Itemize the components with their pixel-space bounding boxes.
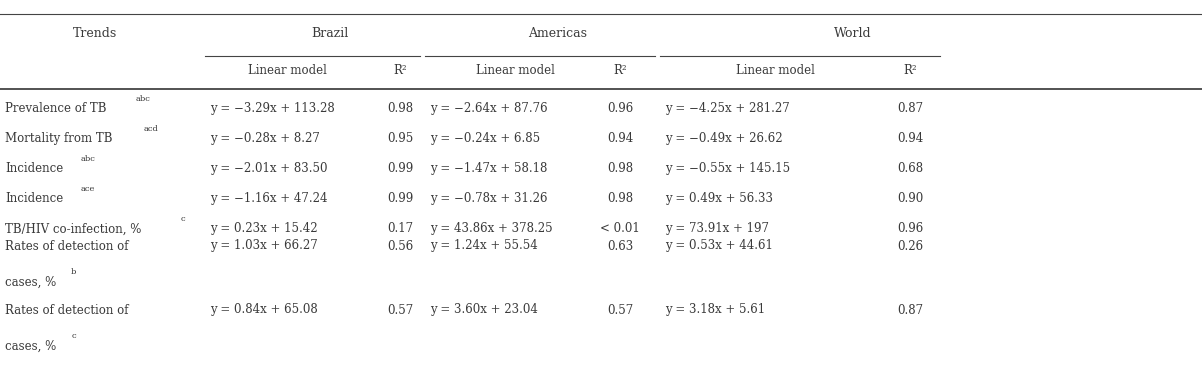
Text: 0.26: 0.26 <box>897 239 923 252</box>
Text: 0.98: 0.98 <box>607 193 633 205</box>
Text: Brazil: Brazil <box>311 27 349 41</box>
Text: Mortality from TB: Mortality from TB <box>5 132 113 146</box>
Text: y = 0.84x + 65.08: y = 0.84x + 65.08 <box>210 303 317 317</box>
Text: y = −1.47x + 58.18: y = −1.47x + 58.18 <box>430 163 547 176</box>
Text: 0.98: 0.98 <box>387 103 413 115</box>
Text: cases, %: cases, % <box>5 340 56 352</box>
Text: < 0.01: < 0.01 <box>600 222 639 235</box>
Text: 0.94: 0.94 <box>897 132 923 146</box>
Text: y = 73.91x + 197: y = 73.91x + 197 <box>665 222 769 235</box>
Text: acd: acd <box>144 125 159 133</box>
Text: y = 1.24x + 55.54: y = 1.24x + 55.54 <box>430 239 537 252</box>
Text: abc: abc <box>136 95 150 103</box>
Text: y = −0.28x + 8.27: y = −0.28x + 8.27 <box>210 132 320 146</box>
Text: Trends: Trends <box>73 27 117 41</box>
Text: y = −0.55x + 145.15: y = −0.55x + 145.15 <box>665 163 790 176</box>
Text: Americas: Americas <box>528 27 587 41</box>
Text: 0.57: 0.57 <box>387 303 413 317</box>
Text: y = 43.86x + 378.25: y = 43.86x + 378.25 <box>430 222 553 235</box>
Text: cases, %: cases, % <box>5 276 56 288</box>
Text: Prevalence of TB: Prevalence of TB <box>5 103 107 115</box>
Text: 0.87: 0.87 <box>897 303 923 317</box>
Text: 0.57: 0.57 <box>607 303 633 317</box>
Text: 0.99: 0.99 <box>387 193 413 205</box>
Text: 0.56: 0.56 <box>387 239 413 252</box>
Text: Rates of detection of: Rates of detection of <box>5 303 129 317</box>
Text: 0.87: 0.87 <box>897 103 923 115</box>
Text: 0.90: 0.90 <box>897 193 923 205</box>
Text: y = 0.23x + 15.42: y = 0.23x + 15.42 <box>210 222 317 235</box>
Text: y = −0.24x + 6.85: y = −0.24x + 6.85 <box>430 132 540 146</box>
Text: y = −0.78x + 31.26: y = −0.78x + 31.26 <box>430 193 547 205</box>
Text: 0.99: 0.99 <box>387 163 413 176</box>
Text: y = −1.16x + 47.24: y = −1.16x + 47.24 <box>210 193 327 205</box>
Text: 0.98: 0.98 <box>607 163 633 176</box>
Text: y = −3.29x + 113.28: y = −3.29x + 113.28 <box>210 103 334 115</box>
Text: b: b <box>71 268 77 276</box>
Text: y = −2.64x + 87.76: y = −2.64x + 87.76 <box>430 103 548 115</box>
Text: y = −0.49x + 26.62: y = −0.49x + 26.62 <box>665 132 783 146</box>
Text: 0.96: 0.96 <box>607 103 633 115</box>
Text: y = 3.60x + 23.04: y = 3.60x + 23.04 <box>430 303 537 317</box>
Text: R²: R² <box>393 64 406 78</box>
Text: y = 0.53x + 44.61: y = 0.53x + 44.61 <box>665 239 773 252</box>
Text: ace: ace <box>81 185 95 193</box>
Text: abc: abc <box>81 155 95 163</box>
Text: Incidence: Incidence <box>5 193 64 205</box>
Text: 0.95: 0.95 <box>387 132 413 146</box>
Text: R²: R² <box>903 64 917 78</box>
Text: c: c <box>182 215 185 223</box>
Text: y = 0.49x + 56.33: y = 0.49x + 56.33 <box>665 193 773 205</box>
Text: 0.17: 0.17 <box>387 222 413 235</box>
Text: TB/HIV co-infection, %: TB/HIV co-infection, % <box>5 222 142 235</box>
Text: y = −4.25x + 281.27: y = −4.25x + 281.27 <box>665 103 790 115</box>
Text: Linear model: Linear model <box>736 64 815 78</box>
Text: 0.68: 0.68 <box>897 163 923 176</box>
Text: 0.96: 0.96 <box>897 222 923 235</box>
Text: World: World <box>834 27 871 41</box>
Text: Linear model: Linear model <box>476 64 554 78</box>
Text: 0.63: 0.63 <box>607 239 633 252</box>
Text: 0.94: 0.94 <box>607 132 633 146</box>
Text: Linear model: Linear model <box>248 64 327 78</box>
Text: y = 1.03x + 66.27: y = 1.03x + 66.27 <box>210 239 317 252</box>
Text: y = 3.18x + 5.61: y = 3.18x + 5.61 <box>665 303 766 317</box>
Text: y = −2.01x + 83.50: y = −2.01x + 83.50 <box>210 163 327 176</box>
Text: c: c <box>71 332 76 340</box>
Text: R²: R² <box>613 64 626 78</box>
Text: Incidence: Incidence <box>5 163 64 176</box>
Text: Rates of detection of: Rates of detection of <box>5 239 129 252</box>
